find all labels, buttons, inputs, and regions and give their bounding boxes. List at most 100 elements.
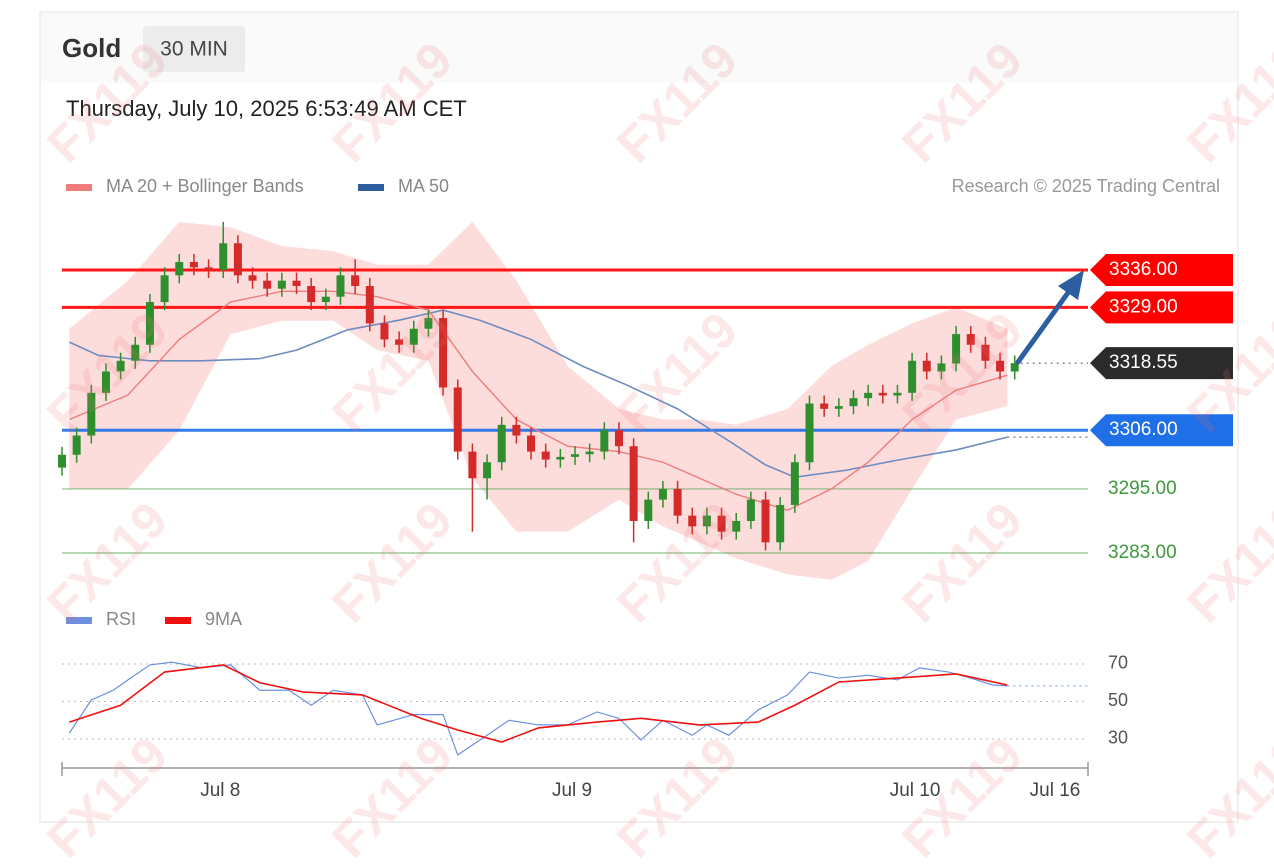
candle-body xyxy=(644,499,653,521)
candle-body xyxy=(805,403,814,463)
candle-body xyxy=(72,435,81,455)
candle-body xyxy=(776,504,785,543)
candle-body xyxy=(834,406,843,409)
candle-body xyxy=(365,286,374,324)
instrument: Gold xyxy=(62,33,121,63)
candle-body xyxy=(424,318,433,329)
candle-body xyxy=(527,435,536,452)
x-tick-label: Jul 10 xyxy=(890,780,941,801)
candle-body xyxy=(409,328,418,345)
credit: Research © 2025 Trading Central xyxy=(952,176,1220,196)
plot-layer: MA 20 + Bollinger Bands MA 50 Research © 2… xyxy=(58,176,1233,801)
candle-body xyxy=(204,267,213,270)
candle-body xyxy=(439,318,448,388)
bollinger-band xyxy=(69,221,1008,580)
candle-body xyxy=(966,334,975,345)
target-arrow xyxy=(1015,270,1084,365)
candle-body xyxy=(497,424,506,463)
ma20-line xyxy=(69,290,1008,512)
level-box xyxy=(1090,414,1233,447)
candle-body xyxy=(585,451,594,455)
arrow-shaft xyxy=(1015,287,1073,365)
candle-body xyxy=(101,371,110,393)
legend-label: MA 50 xyxy=(398,176,449,196)
candle-body xyxy=(996,360,1005,372)
candle-body xyxy=(116,360,125,372)
candle-body xyxy=(233,243,242,276)
candle-body xyxy=(263,280,272,289)
candle-body xyxy=(937,363,946,372)
candle-body xyxy=(292,280,301,287)
candle-body xyxy=(790,462,799,505)
candle-body xyxy=(380,323,389,340)
level-label: 3329.00 xyxy=(1109,296,1178,317)
candle-body xyxy=(952,334,961,364)
candle-body xyxy=(893,392,902,396)
candle-body xyxy=(58,454,66,468)
candle-body xyxy=(658,488,667,500)
candle-body xyxy=(673,488,682,516)
candle-body xyxy=(483,462,492,479)
candle-body xyxy=(732,520,741,532)
candle-body xyxy=(864,392,873,399)
candle-body xyxy=(688,515,697,527)
candle-body xyxy=(556,456,565,460)
legend-label: 9MA xyxy=(205,609,242,629)
y-tick-label: 70 xyxy=(1108,653,1128,673)
x-tick-label: Jul 16 xyxy=(1030,780,1081,801)
candle-body xyxy=(307,286,316,303)
candle-body xyxy=(571,454,579,457)
level-label: 3306.00 xyxy=(1109,419,1178,440)
indicator-line xyxy=(69,664,1008,743)
candle-body xyxy=(512,424,521,436)
legend-swatch xyxy=(358,184,384,191)
candle-body xyxy=(922,360,931,372)
candle-body xyxy=(1010,363,1019,372)
arrow-head xyxy=(1058,270,1084,300)
candle-body xyxy=(160,275,169,303)
candle-body xyxy=(981,344,990,361)
candle-body xyxy=(702,515,711,527)
x-tick-label: Jul 9 xyxy=(552,780,592,801)
legend-swatch xyxy=(165,617,191,624)
candle-body xyxy=(468,451,477,479)
candle-body xyxy=(87,392,96,436)
candle-body xyxy=(189,261,198,268)
candle-body xyxy=(277,280,286,289)
legend-swatch xyxy=(66,617,92,624)
candle-body xyxy=(820,403,829,409)
timestamp: Thursday, July 10, 2025 6:53:49 AM CET xyxy=(66,96,467,121)
candle-body xyxy=(131,344,140,361)
candle-body xyxy=(351,275,360,287)
level-label: 3283.00 xyxy=(1108,542,1177,563)
candle-body xyxy=(849,398,858,407)
y-tick-label: 50 xyxy=(1108,690,1128,710)
candle-body xyxy=(395,339,404,345)
candle-body xyxy=(248,275,257,281)
legend-label: RSI xyxy=(106,609,136,629)
interval: 30 MIN xyxy=(160,38,228,61)
candle-body xyxy=(717,515,726,532)
candle-body xyxy=(600,430,609,452)
level-label: 3295.00 xyxy=(1108,478,1177,499)
candle-body xyxy=(175,261,184,276)
y-tick-label: 30 xyxy=(1108,728,1128,748)
candle-body xyxy=(746,499,755,521)
candle-body xyxy=(145,302,154,345)
candle-body xyxy=(336,275,345,297)
x-tick-label: Jul 8 xyxy=(200,780,240,801)
candle-body xyxy=(614,430,623,447)
candle-body xyxy=(761,499,770,543)
legend-label: MA 20 + Bollinger Bands xyxy=(106,176,304,196)
candle-body xyxy=(878,392,887,396)
candle-body xyxy=(453,387,462,452)
interval-badge xyxy=(143,26,245,72)
candle-body xyxy=(908,360,917,393)
candle-body xyxy=(321,296,330,303)
candle-body xyxy=(541,451,550,460)
level-box xyxy=(1090,291,1233,324)
last-price-label: 3318.55 xyxy=(1109,352,1178,373)
level-box xyxy=(1090,254,1233,286)
